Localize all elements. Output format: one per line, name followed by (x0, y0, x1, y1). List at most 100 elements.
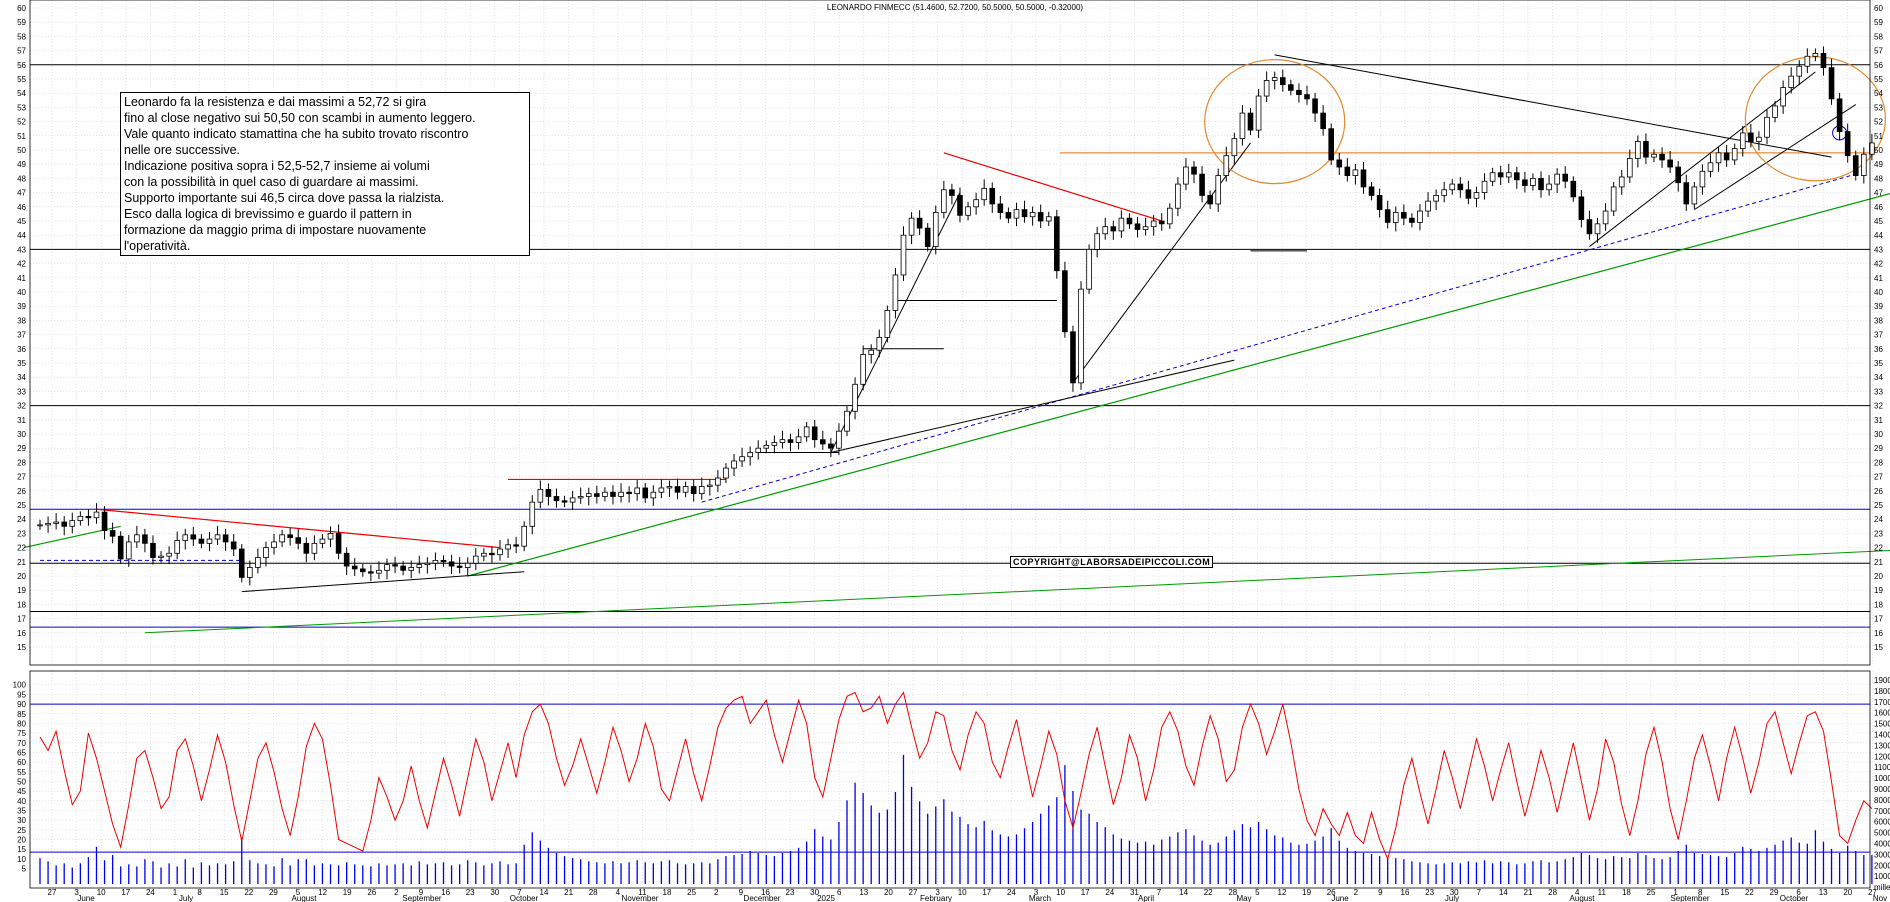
price-tick-right: 57 (1874, 47, 1883, 56)
candle-body (1699, 170, 1706, 188)
price-tick-left: 52 (17, 118, 26, 127)
note-line: Indicazione positiva sopra i 52,5-52,7 i… (124, 159, 430, 173)
candle-body (1602, 210, 1609, 225)
date-tick: 23 (466, 888, 475, 897)
note-line: Leonardo fa la resistenza e dai massimi … (124, 95, 427, 109)
period-label: July (179, 894, 193, 902)
candle-body (158, 555, 164, 558)
date-tick: 3 (1034, 888, 1039, 897)
date-tick: 11 (638, 888, 647, 897)
candle-body (771, 442, 778, 446)
chart-title: LEONARDO FINMECC (51.4600, 52.7200, 50.5… (827, 3, 1083, 12)
candle-body (981, 187, 987, 201)
price-tick-right: 17 (1874, 615, 1883, 624)
candle-body (359, 568, 366, 573)
price-tick-right: 35 (1874, 359, 1883, 368)
highlight-circle-june (1204, 58, 1346, 185)
candle-body (481, 552, 487, 557)
candle-body (1522, 179, 1528, 186)
candle-body (1158, 220, 1165, 225)
candle-body (1836, 98, 1843, 132)
date-tick: 8 (1698, 888, 1703, 897)
candle-body (1530, 177, 1536, 186)
price-tick-right: 19 (1874, 586, 1883, 595)
price-tick-right: 40 (1874, 288, 1883, 297)
date-tick: 16 (1401, 888, 1410, 897)
price-tick-left: 31 (17, 416, 26, 425)
candle-body (852, 383, 858, 412)
price-tick-right: 21 (1874, 558, 1883, 567)
candle-body (585, 493, 592, 497)
candle-body (1578, 196, 1585, 220)
note-line: fino al close negativo sui 50,50 con sca… (124, 111, 476, 125)
candle-body (311, 542, 318, 554)
candle-body (440, 559, 447, 563)
osc-tick-left: 5 (22, 865, 27, 874)
candle-body (392, 564, 398, 567)
volume-tick-right: 12000 (1874, 752, 1890, 761)
candle-body (553, 496, 560, 502)
volume-tick-right: 11000 (1874, 763, 1890, 772)
candle-body (134, 534, 140, 543)
price-tick-left: 32 (17, 402, 26, 411)
candle-body (755, 447, 762, 453)
candle-body (214, 534, 221, 540)
candle-body (85, 515, 92, 519)
price-tick-right: 22 (1874, 544, 1883, 553)
price-tick-right: 25 (1874, 501, 1883, 510)
date-tick: 9 (1378, 888, 1383, 897)
candle-body (61, 521, 68, 527)
candle-body (577, 496, 584, 499)
price-tick-right: 43 (1874, 245, 1883, 254)
candle-body (1384, 209, 1391, 223)
candle-body (1376, 195, 1383, 211)
date-tick: 29 (269, 888, 278, 897)
price-tick-left: 34 (17, 373, 26, 382)
candle-body (1635, 141, 1641, 159)
volume-tick-right: 14000 (1874, 731, 1890, 740)
candle-body (908, 217, 915, 236)
candle-body (464, 562, 471, 568)
candle-body (319, 538, 326, 544)
candle-body (77, 515, 84, 522)
date-tick: 13 (859, 888, 868, 897)
note-line: Vale quanto indicato stamattina che ha s… (124, 127, 469, 141)
date-tick: 22 (1204, 888, 1213, 897)
price-tick-left: 56 (17, 61, 26, 70)
date-tick: 20 (1843, 888, 1852, 897)
date-tick: 3 (935, 888, 940, 897)
osc-tick-left: 45 (17, 787, 26, 796)
volume-tick-right: 17000 (1874, 698, 1890, 707)
candle-body (1489, 172, 1496, 182)
price-tick-left: 15 (17, 643, 26, 652)
osc-tick-left: 40 (17, 797, 26, 806)
candle-body (1134, 223, 1141, 230)
price-tick-right: 41 (1874, 274, 1883, 283)
candle-body (924, 227, 931, 247)
candle-body (836, 430, 842, 449)
osc-tick-left: 60 (17, 758, 26, 767)
candle-body (230, 541, 237, 550)
candle-body (1045, 216, 1052, 222)
candle-body (1239, 112, 1246, 140)
volume-tick-right: 18000 (1874, 687, 1890, 696)
date-tick: 26 (367, 888, 376, 897)
date-tick: 16 (761, 888, 770, 897)
price-tick-left: 22 (17, 544, 26, 553)
price-tick-right: 18 (1874, 600, 1883, 609)
osc-tick-left: 65 (17, 748, 26, 757)
candle-body (497, 548, 503, 556)
candle-body (1312, 98, 1318, 114)
candle-body (1618, 176, 1625, 188)
candle-body (973, 199, 979, 208)
candle-body (416, 564, 423, 568)
candle-body (1449, 183, 1456, 191)
candle-body (1659, 153, 1665, 161)
candle-body (69, 520, 76, 527)
date-tick: 31 (1130, 888, 1139, 897)
volume-tick-right: mille (1874, 883, 1890, 892)
candle-body (125, 541, 132, 560)
price-tick-right: 49 (1874, 160, 1883, 169)
candle-body (1078, 288, 1084, 384)
